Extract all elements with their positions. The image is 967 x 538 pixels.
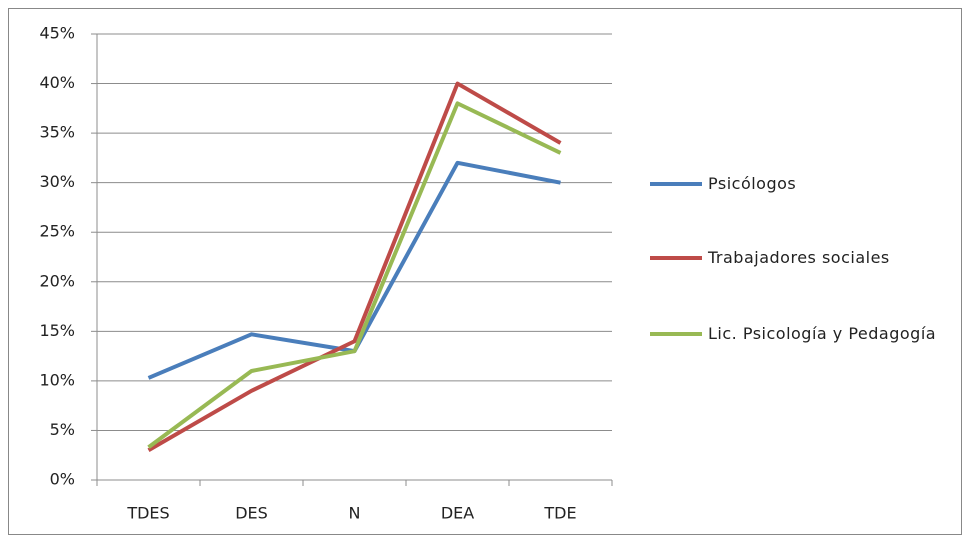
legend-label: Lic. Psicología y Pedagogía <box>708 324 937 343</box>
y-tick-label: 10% <box>39 370 75 389</box>
y-tick-label: 25% <box>39 222 75 241</box>
y-tick-label: 30% <box>39 172 75 191</box>
chart-border <box>8 8 962 535</box>
x-tick-label: TDES <box>126 504 169 523</box>
x-tick-label: DES <box>235 504 268 523</box>
y-tick-label: 15% <box>39 321 75 340</box>
x-tick-label: N <box>349 504 361 523</box>
series-line <box>147 81 562 452</box>
y-tick-label: 45% <box>39 24 75 43</box>
x-tick-label: TDE <box>543 504 576 523</box>
series-line <box>147 160 561 380</box>
series-line <box>147 101 562 449</box>
y-tick-label: 40% <box>39 73 75 92</box>
legend-label: Psicólogos <box>708 174 797 193</box>
y-tick-label: 35% <box>39 123 75 142</box>
x-tick-label: DEA <box>441 504 474 523</box>
legend-label: Trabajadores sociales <box>708 248 890 267</box>
y-tick-label: 5% <box>50 420 75 439</box>
y-tick-label: 0% <box>50 470 75 489</box>
y-tick-label: 20% <box>39 271 75 290</box>
